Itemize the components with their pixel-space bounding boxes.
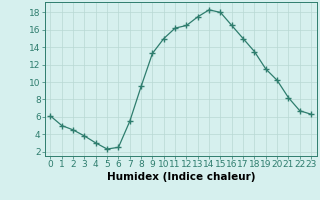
- X-axis label: Humidex (Indice chaleur): Humidex (Indice chaleur): [107, 172, 255, 182]
